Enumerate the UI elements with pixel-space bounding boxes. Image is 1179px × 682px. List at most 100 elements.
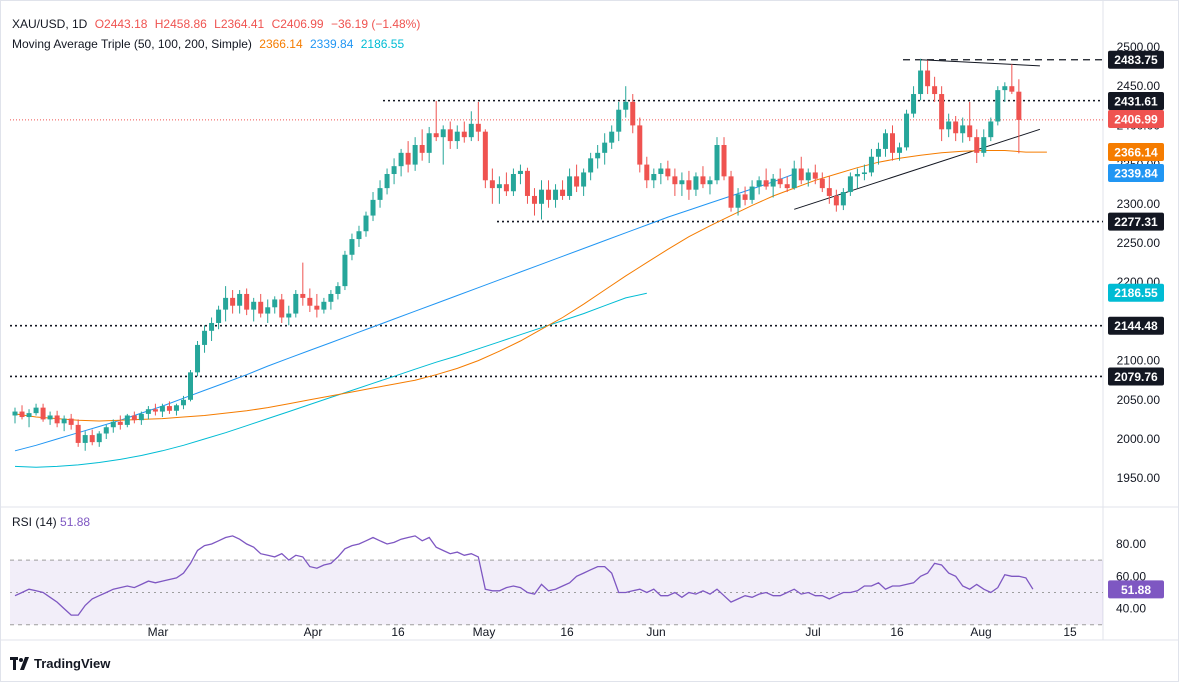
candle-body: [230, 297, 236, 306]
candle-body: [875, 148, 881, 157]
price-label-bg: [1108, 283, 1164, 302]
candle-body: [679, 180, 685, 185]
ma50-line: [14, 150, 1047, 422]
rsi-header-value: 51.88: [60, 515, 91, 529]
ma50-value: 2366.14: [259, 37, 303, 51]
candle-body: [244, 293, 250, 310]
candle-body: [581, 172, 587, 187]
candle-body: [826, 188, 832, 196]
price-label-bg: [1108, 316, 1164, 335]
price-label-bg: [1108, 92, 1164, 110]
low-value: L2364.41: [214, 17, 265, 31]
candle-body: [475, 123, 481, 132]
tradingview-logo-text: TradingView: [34, 656, 111, 671]
rsi-axis-tick: 80.00: [1116, 537, 1146, 551]
candle-body: [918, 70, 924, 95]
candle-body: [524, 170, 530, 196]
candle-body: [588, 158, 594, 173]
candle-body: [447, 129, 453, 142]
price-label: 2366.14: [1108, 143, 1164, 161]
price-axis-tick: 2450.00: [1117, 79, 1161, 93]
candle-body: [96, 433, 102, 443]
candle-body: [995, 90, 1001, 122]
candle-body: [974, 137, 980, 153]
candle-body: [819, 178, 825, 189]
candle-body: [854, 174, 860, 177]
price-label-bg: [1108, 110, 1164, 128]
candle-body: [356, 231, 362, 240]
candle-body: [988, 121, 994, 138]
candle-body: [159, 406, 165, 412]
candle-body: [138, 413, 144, 421]
candle-body: [61, 418, 67, 424]
candle-body: [258, 301, 264, 314]
close-value: C2406.99: [271, 17, 324, 31]
candle-body: [560, 189, 566, 196]
candle-body: [26, 413, 32, 418]
candle-body: [335, 286, 341, 294]
price-label: 2144.48: [1108, 316, 1164, 335]
candle-body: [770, 178, 776, 187]
price-axis-tick: 2500.00: [1117, 40, 1161, 54]
time-axis-tick: Aug: [970, 625, 991, 639]
candle-body: [286, 313, 292, 318]
candle-body: [384, 174, 390, 189]
candle-body: [517, 170, 523, 175]
candle-body: [103, 427, 109, 434]
ohlc-header: XAU/USD, 1D O2443.18 H2458.86 L2364.41 C…: [12, 17, 424, 31]
rsi-value-label: 51.88: [1108, 580, 1164, 599]
price-axis-tick: 2100.00: [1117, 354, 1161, 368]
candle-body: [742, 194, 748, 200]
candle-body: [54, 415, 60, 424]
candle-body: [173, 405, 179, 411]
candle-body: [33, 407, 39, 414]
candle-body: [960, 125, 966, 134]
price-axis-tick: 1950.00: [1117, 471, 1161, 485]
candle-body: [651, 174, 657, 181]
candle-body: [19, 411, 25, 418]
price-axis-tick: 2300.00: [1117, 197, 1161, 211]
ma200-line: [14, 292, 647, 468]
price-label-bg: [1108, 212, 1164, 231]
candle-body: [461, 131, 467, 138]
ma-label: Moving Average Triple (50, 100, 200, Sim…: [12, 37, 252, 51]
candle-body: [89, 435, 95, 443]
price-label-bg: [1108, 143, 1164, 161]
candle-body: [749, 186, 755, 200]
candle-body: [756, 180, 762, 187]
rsi-axis-tick: 60.00: [1116, 569, 1146, 583]
price-label-text: 2079.76: [1114, 370, 1158, 384]
candle-body: [328, 293, 334, 302]
rsi-label: RSI (14): [12, 515, 57, 529]
candle-body: [145, 409, 151, 414]
candle-body: [237, 293, 243, 306]
candle-body: [897, 147, 903, 153]
candle-body: [686, 180, 692, 190]
candle-body: [609, 131, 615, 143]
rsi-line: [14, 535, 1034, 616]
candle-body: [531, 195, 537, 204]
time-axis-tick: 16: [890, 625, 904, 639]
candle-body: [861, 172, 867, 175]
time-axis-tick: May: [473, 625, 496, 639]
time-axis-tick: Apr: [304, 625, 323, 639]
price-label-text: 2431.61: [1114, 95, 1158, 109]
candle-body: [503, 184, 509, 192]
candle-body: [925, 70, 931, 87]
candle-body: [209, 322, 215, 331]
candle-body: [398, 152, 404, 167]
candle-body: [967, 125, 973, 138]
candle-body: [293, 293, 299, 314]
candle-body: [882, 133, 888, 149]
candle-body: [510, 174, 516, 192]
candle-body: [68, 418, 74, 425]
time-axis-tick: Jun: [646, 625, 665, 639]
price-label-bg: [1108, 164, 1164, 182]
price-label: 2339.84: [1108, 164, 1164, 182]
candle-body: [489, 180, 495, 189]
time-axis-tick: Jul: [805, 625, 820, 639]
candle-body: [195, 344, 201, 373]
candle-body: [939, 94, 945, 130]
price-label-bg: [1108, 50, 1164, 69]
